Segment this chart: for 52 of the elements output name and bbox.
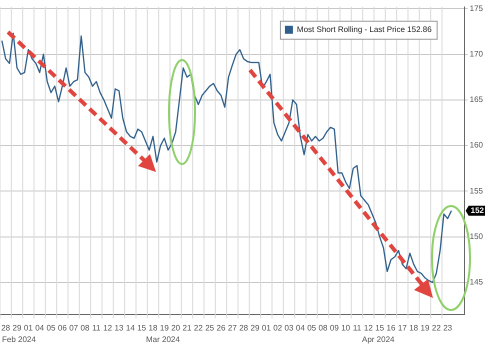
y-tick-label: 165	[470, 95, 484, 104]
x-tick-label: 22	[432, 323, 442, 332]
x-tick-label: 29	[12, 323, 22, 332]
x-tick-label: 13	[114, 323, 124, 332]
x-tick-label: 04	[296, 323, 306, 332]
x-tick-label: 09	[330, 323, 340, 332]
text: Mar 2024	[146, 335, 180, 344]
x-tick-label: 15	[375, 323, 385, 332]
x-tick-label: 26	[216, 323, 226, 332]
x-tick-label: 07	[69, 323, 79, 332]
y-tick-label: 170	[470, 49, 484, 58]
x-tick-label: 08	[80, 323, 90, 332]
x-tick-label: 12	[364, 323, 374, 332]
x-tick-label: 14	[126, 323, 136, 332]
x-tick-label: 17	[398, 323, 408, 332]
y-tick-label: 150	[470, 232, 484, 242]
x-tick-label: 12	[103, 323, 113, 332]
x-tick-label: 19	[160, 323, 170, 332]
text: Feb 2024	[2, 335, 36, 344]
x-tick-label: 29	[250, 323, 260, 332]
x-tick-label: 01	[24, 323, 34, 332]
x-tick-label: 10	[341, 323, 351, 332]
x-tick-label: 08	[318, 323, 328, 332]
x-tick-label: 21	[182, 323, 192, 332]
y-tick-label: 155	[470, 186, 484, 196]
x-tick-label: 18	[148, 323, 158, 332]
x-tick-label: 16	[386, 323, 396, 332]
x-tick-label: 19	[420, 323, 430, 332]
annotation: 152	[470, 206, 485, 215]
x-tick-label: 03	[284, 323, 294, 332]
x-tick-label: 27	[228, 323, 238, 332]
x-tick-label: 11	[92, 323, 102, 332]
y-tick-label: 175	[470, 4, 484, 13]
x-tick-label: 11	[352, 323, 362, 332]
x-tick-label: 15	[137, 323, 147, 332]
x-tick-label: 22	[194, 323, 204, 332]
y-tick-label: 160	[470, 140, 484, 150]
x-tick-label: 04	[35, 323, 45, 332]
x-tick-label: 20	[171, 323, 181, 332]
text: Apr 2024	[362, 335, 396, 344]
x-tick-label: 05	[307, 323, 317, 332]
x-tick-label: 06	[58, 323, 68, 332]
x-tick-label: 23	[443, 323, 453, 332]
x-tick-label: 01	[262, 323, 272, 332]
x-tick-label: 18	[409, 323, 419, 332]
y-tick-label: 145	[470, 278, 484, 287]
x-tick-label: 25	[205, 323, 215, 332]
x-tick-label: 05	[46, 323, 56, 332]
x-tick-label: 28	[1, 323, 11, 332]
legend-label: Most Short Rolling - Last Price 152.86	[296, 25, 432, 34]
x-tick-label: 02	[273, 323, 283, 332]
x-tick-label: 28	[239, 323, 249, 332]
